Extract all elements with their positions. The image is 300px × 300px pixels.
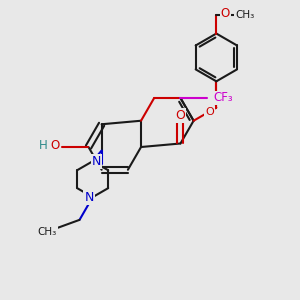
Text: O: O <box>205 107 214 117</box>
Text: O: O <box>221 7 230 20</box>
Text: H: H <box>39 139 48 152</box>
Text: O: O <box>50 139 59 152</box>
Text: N: N <box>92 155 101 168</box>
Text: N: N <box>84 190 94 204</box>
Text: CH₃: CH₃ <box>38 227 57 237</box>
Text: O: O <box>176 109 185 122</box>
Text: CH₃: CH₃ <box>235 10 254 20</box>
Text: CF₃: CF₃ <box>213 92 233 104</box>
